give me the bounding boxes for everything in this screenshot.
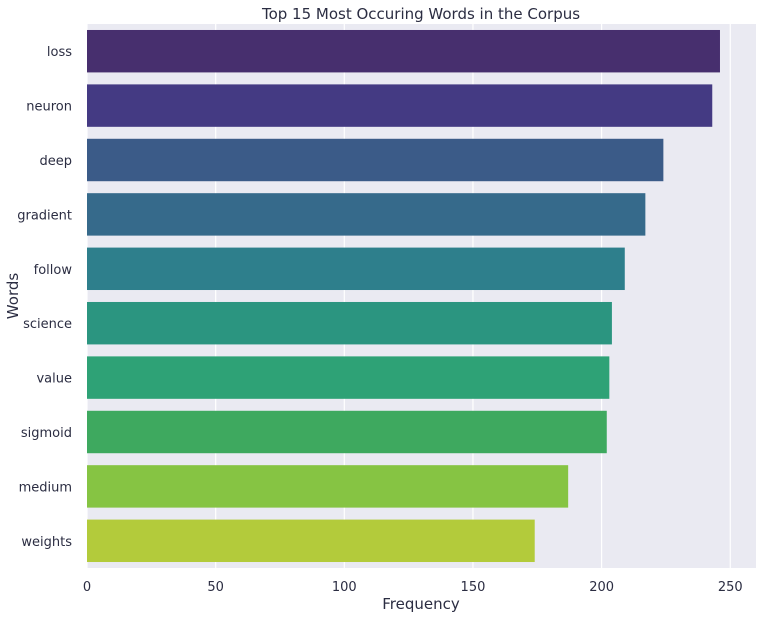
bar-medium: [87, 465, 569, 508]
y-tick-label: weights: [21, 535, 72, 550]
bar-value: [87, 356, 610, 399]
bar-sigmoid: [87, 410, 607, 454]
bar-neuron: [87, 84, 713, 127]
x-tick-label: 50: [207, 580, 224, 595]
y-tick-label: deep: [40, 154, 73, 169]
y-tick-label: sigmoid: [21, 426, 72, 441]
x-axis-label: Frequency: [382, 595, 460, 613]
y-tick-label: value: [36, 372, 72, 387]
x-tick-label: 250: [718, 580, 743, 595]
bar-weights: [87, 519, 535, 563]
x-tick-label: 0: [83, 580, 91, 595]
chart-title: Top 15 Most Occuring Words in the Corpus: [261, 5, 580, 23]
x-tick-label: 150: [461, 580, 486, 595]
bars: [87, 29, 720, 563]
x-tick-label: 100: [332, 580, 357, 595]
y-tick-label: gradient: [17, 208, 72, 223]
bar-gradient: [87, 193, 646, 236]
y-tick-label: science: [23, 317, 72, 332]
bar-loss: [87, 29, 720, 73]
x-tick-label: 200: [589, 580, 614, 595]
y-tick-label: loss: [47, 45, 72, 60]
y-tick-label: follow: [34, 263, 73, 278]
bar-deep: [87, 138, 664, 182]
bar-follow: [87, 247, 625, 291]
bar-science: [87, 301, 612, 345]
y-tick-labels: loss neuron deep gradient follow science value…: [17, 45, 72, 550]
y-tick-label: neuron: [26, 100, 72, 115]
y-tick-label: medium: [19, 480, 72, 495]
y-axis-label: Words: [4, 273, 22, 320]
x-tick-labels: 0 50 100 150 200 250: [83, 580, 743, 595]
